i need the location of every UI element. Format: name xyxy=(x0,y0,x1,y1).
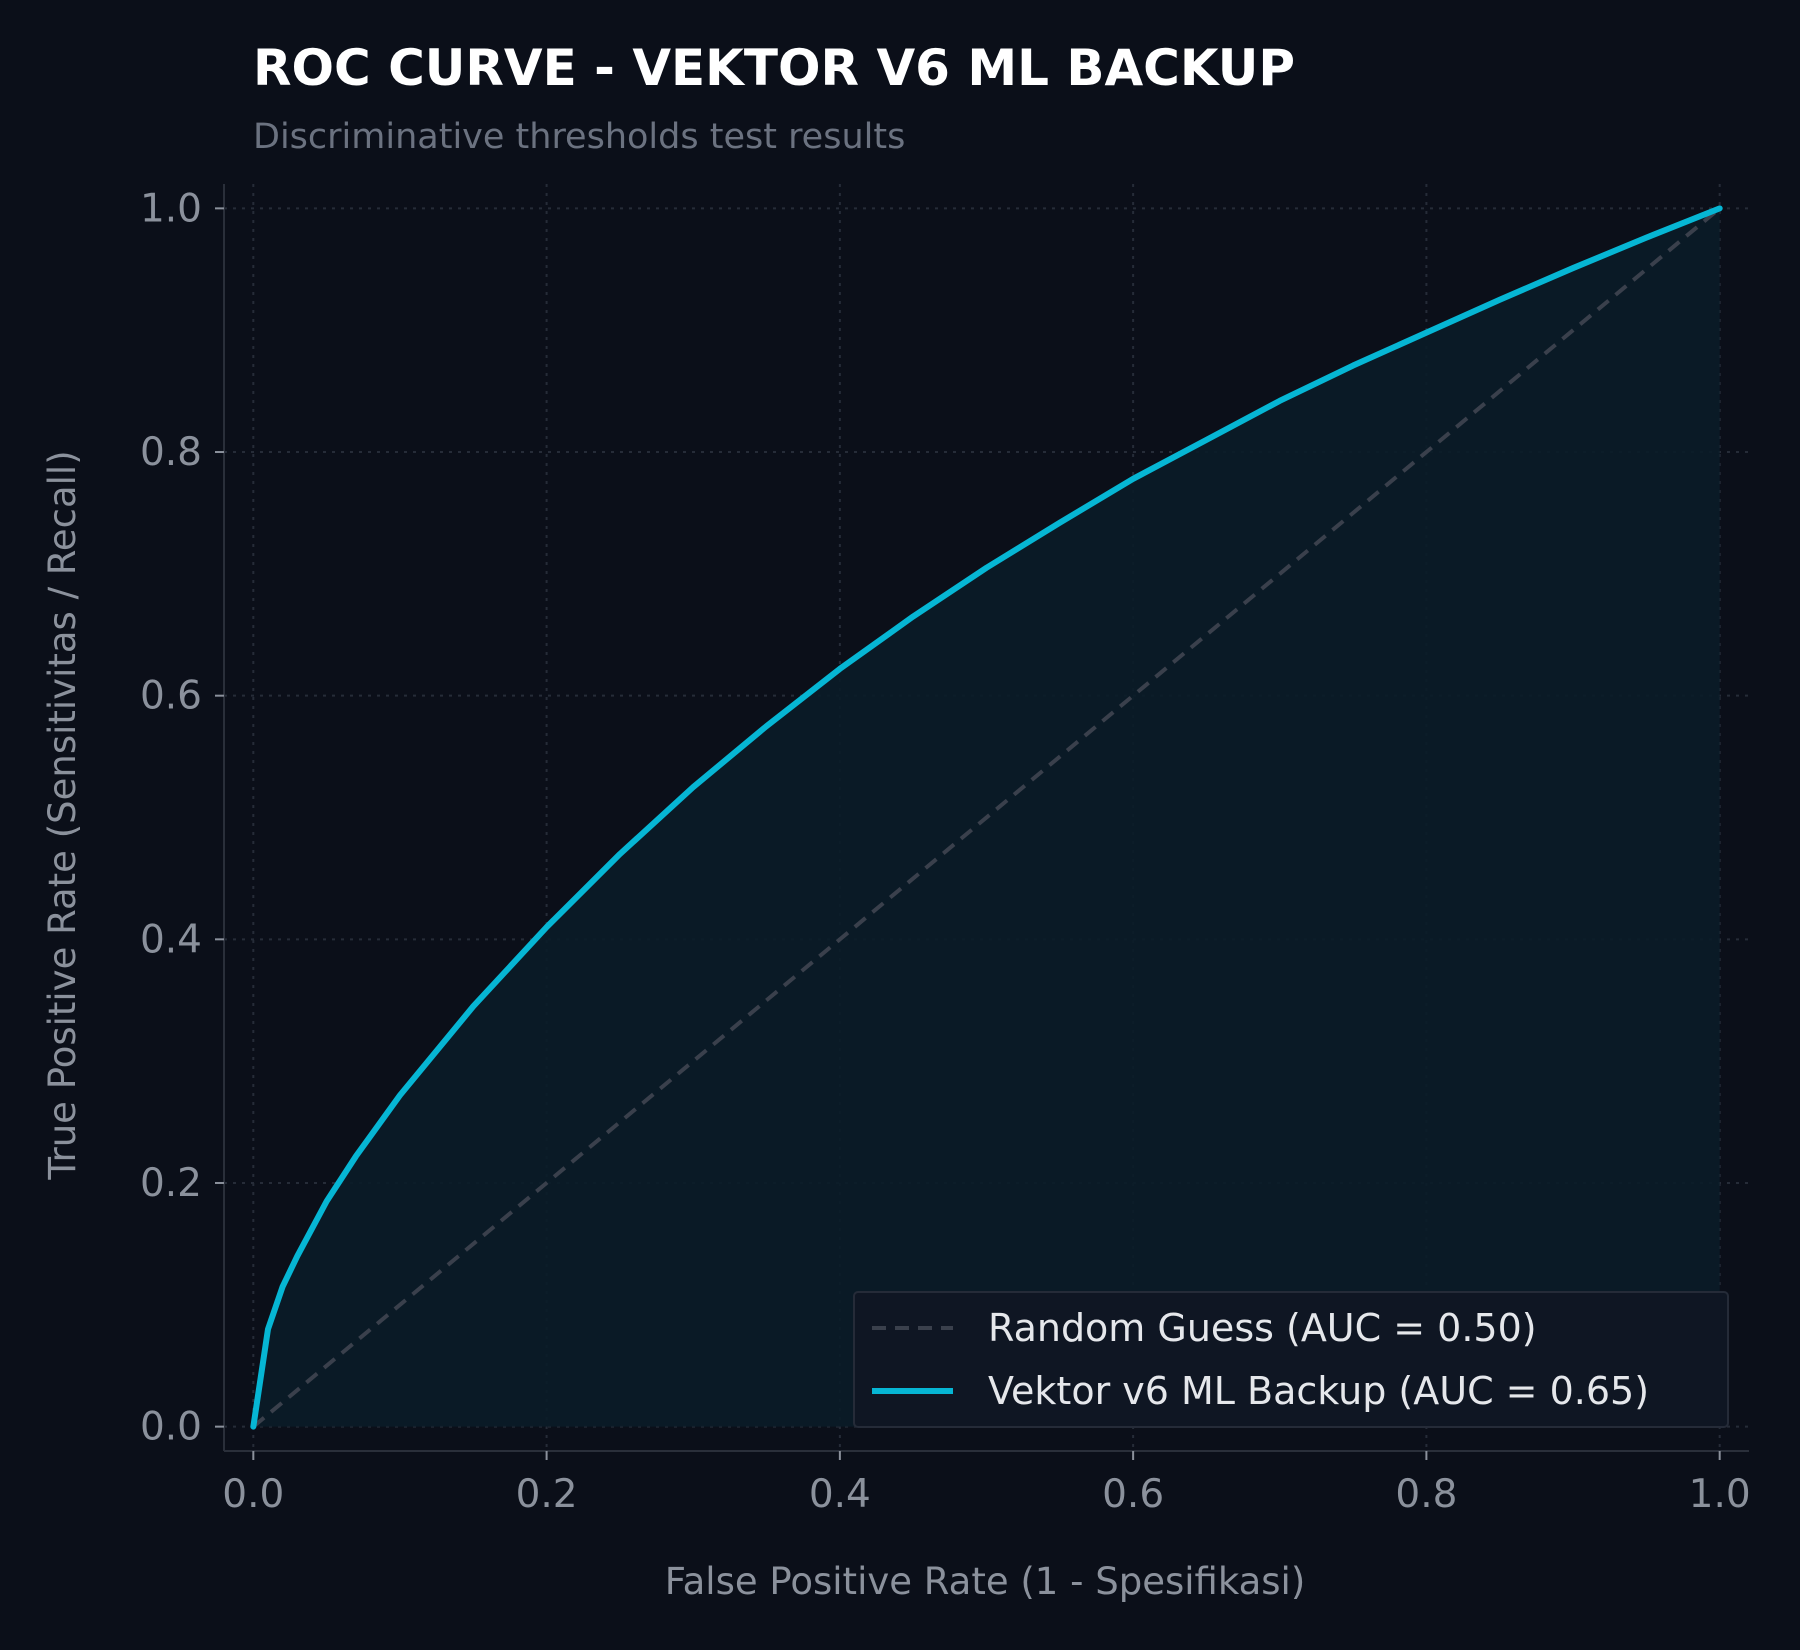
y-tick-label-5: 1.0 xyxy=(140,186,202,231)
random-guess-line xyxy=(252,206,1721,1429)
x-tick-label-4: 0.8 xyxy=(1395,1472,1457,1517)
roc-curve-line xyxy=(250,205,1723,1430)
axes xyxy=(223,184,1749,1452)
chart-subtitle: Discriminative thresholds test results xyxy=(253,117,905,157)
x-axis-ticks: 0.0 0.2 0.4 0.6 0.8 1.0 xyxy=(222,1451,1751,1517)
legend: Random Guess (AUC = 0.50) Vektor v6 ML B… xyxy=(853,1291,1729,1428)
x-tick-label-3: 0.6 xyxy=(1102,1472,1164,1517)
x-tick-label-1: 0.2 xyxy=(516,1472,578,1517)
legend-box xyxy=(853,1291,1729,1428)
y-tick-label-4: 0.8 xyxy=(140,430,202,475)
x-axis-label: False Positive Rate (1 - Spesifikasi) xyxy=(665,1560,1306,1603)
x-tick-label-2: 0.4 xyxy=(809,1472,871,1517)
x-tick-label-0: 0.0 xyxy=(222,1472,284,1517)
chart-title: ROC CURVE - VEKTOR V6 ML BACKUP xyxy=(253,39,1295,97)
x-tick-label-5: 1.0 xyxy=(1689,1472,1751,1517)
y-tick-label-2: 0.4 xyxy=(140,917,202,962)
y-tick-label-0: 0.0 xyxy=(140,1405,202,1450)
legend-label-random-guess: Random Guess (AUC = 0.50) xyxy=(988,1306,1537,1350)
legend-label-vektor: Vektor v6 ML Backup (AUC = 0.65) xyxy=(988,1369,1649,1413)
y-axis-ticks: 0.0 0.2 0.4 0.6 0.8 1.0 xyxy=(140,186,224,1450)
y-axis-label: True Positive Rate (Sensitivitas / Recal… xyxy=(41,450,84,1180)
plot-area: 0.0 0.2 0.4 0.6 0.8 1.0 0.0 0.2 0.4 0.6 0.8 1.0 xyxy=(140,184,1751,1517)
y-tick-label-1: 0.2 xyxy=(140,1161,202,1206)
y-tick-label-3: 0.6 xyxy=(140,674,202,719)
